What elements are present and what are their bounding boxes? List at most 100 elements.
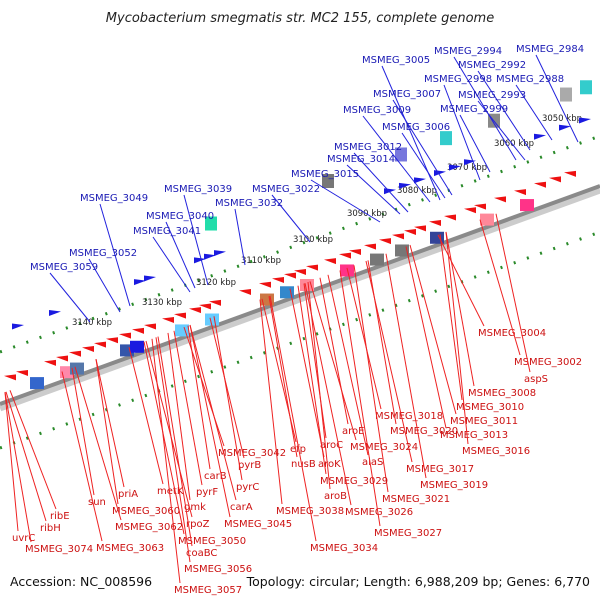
- gene-label-msmeg-2998[interactable]: MSMEG_2998: [424, 74, 492, 85]
- minus-strand-gene-arrow: [306, 264, 318, 271]
- gene-label-msmeg-2999[interactable]: MSMEG_2999: [440, 104, 508, 115]
- gene-label-msmeg-3041[interactable]: MSMEG_3041: [133, 226, 201, 237]
- minus-strand-gene-arrow: [82, 346, 94, 353]
- gene-label-msmeg-3040[interactable]: MSMEG_3040: [146, 211, 214, 222]
- minus-strand-gene-arrow: [132, 327, 144, 334]
- gene-label-msmeg-3018[interactable]: MSMEG_3018: [375, 411, 443, 422]
- gene-label-msmeg-3005[interactable]: MSMEG_3005: [362, 55, 430, 66]
- gene-label-carb[interactable]: carB: [204, 471, 227, 482]
- gene-label-msmeg-3007[interactable]: MSMEG_3007: [373, 89, 441, 100]
- leader-line: [445, 231, 469, 445]
- leader-line: [269, 295, 317, 542]
- minus-strand-gene-arrow: [16, 370, 28, 377]
- gene-label-coabc[interactable]: coaBC: [186, 548, 217, 559]
- gene-label-msmeg-3062[interactable]: MSMEG_3062: [115, 522, 183, 533]
- gene-label-msmeg-3074[interactable]: MSMEG_3074: [25, 544, 93, 555]
- gene-label-msmeg-3017[interactable]: MSMEG_3017: [406, 464, 474, 475]
- gene-label-msmeg-2984[interactable]: MSMEG_2984: [516, 44, 584, 55]
- gene-block: [130, 340, 144, 353]
- gene-features: [4, 80, 592, 390]
- gene-label-msmeg-3019[interactable]: MSMEG_3019: [420, 480, 488, 491]
- gene-label-msmeg-3045[interactable]: MSMEG_3045: [224, 519, 292, 530]
- gene-label-msmeg-3020[interactable]: MSMEG_3020: [390, 426, 458, 437]
- minus-strand-gene-arrow: [494, 196, 506, 203]
- gene-label-gmk[interactable]: gmk: [184, 502, 206, 513]
- gene-label-msmeg-3006[interactable]: MSMEG_3006: [382, 122, 450, 133]
- leader-line: [439, 234, 463, 401]
- gene-label-msmeg-3009[interactable]: MSMEG_3009: [343, 105, 411, 116]
- gene-label-nusb[interactable]: nusB: [291, 459, 316, 470]
- gene-label-msmeg-2993[interactable]: MSMEG_2993: [458, 90, 526, 101]
- gene-label-arok[interactable]: aroK: [318, 459, 341, 470]
- gene-label-msmeg-3027[interactable]: MSMEG_3027: [374, 528, 442, 539]
- gene-label-msmeg-3059[interactable]: MSMEG_3059: [30, 262, 98, 273]
- gene-label-msmeg-3004[interactable]: MSMEG_3004: [478, 328, 546, 339]
- leader-line: [453, 56, 517, 161]
- gene-label-metk[interactable]: metK: [157, 486, 184, 497]
- minus-strand-gene-arrow: [199, 303, 211, 310]
- gene-label-pyrc[interactable]: pyrC: [236, 482, 259, 493]
- leader-line: [152, 236, 191, 293]
- gene-label-msmeg-3063[interactable]: MSMEG_3063: [96, 543, 164, 554]
- leader-line: [234, 208, 246, 266]
- plus-strand-gene-arrow: [414, 177, 426, 184]
- gene-label-msmeg-3049[interactable]: MSMEG_3049: [80, 193, 148, 204]
- gene-label-msmeg-3024[interactable]: MSMEG_3024: [350, 442, 418, 453]
- gene-label-pyrb[interactable]: pyrB: [238, 460, 261, 471]
- gene-label-arob[interactable]: aroB: [324, 491, 347, 502]
- minus-strand-gene-arrow: [349, 249, 361, 256]
- plus-strand-gene-arrow: [194, 257, 206, 264]
- leader-line: [477, 100, 526, 161]
- gene-label-msmeg-3014[interactable]: MSMEG_3014: [327, 154, 395, 165]
- gene-label-msmeg-3034[interactable]: MSMEG_3034: [310, 543, 378, 554]
- gene-label-msmeg-2994[interactable]: MSMEG_2994: [434, 46, 502, 57]
- gene-label-ribe[interactable]: ribE: [50, 511, 70, 522]
- gene-label-msmeg-3002[interactable]: MSMEG_3002: [514, 357, 582, 368]
- gene-label-msmeg-3042[interactable]: MSMEG_3042: [218, 448, 286, 459]
- leader-line: [4, 392, 19, 532]
- gene-label-rpoz[interactable]: rpoZ: [186, 519, 210, 530]
- minus-strand-gene-arrow: [444, 214, 456, 221]
- gene-label-msmeg-3016[interactable]: MSMEG_3016: [462, 446, 530, 457]
- gene-label-msmeg-2992[interactable]: MSMEG_2992: [458, 60, 526, 71]
- minus-strand-gene-arrow: [174, 312, 186, 319]
- gene-label-msmeg-3039[interactable]: MSMEG_3039: [164, 184, 232, 195]
- minus-strand-gene-arrow: [4, 374, 16, 381]
- gene-label-msmeg-3052[interactable]: MSMEG_3052: [69, 248, 137, 259]
- minus-strand-gene-arrow: [209, 299, 221, 306]
- gene-label-msmeg-3015[interactable]: MSMEG_3015: [291, 169, 359, 180]
- leader-line: [259, 299, 283, 505]
- gene-label-cara[interactable]: carA: [230, 502, 253, 513]
- gene-label-msmeg-3056[interactable]: MSMEG_3056: [184, 564, 252, 575]
- gene-label-msmeg-3008[interactable]: MSMEG_3008: [468, 388, 536, 399]
- gene-label-aroc[interactable]: aroC: [320, 440, 343, 451]
- gene-label-msmeg-3021[interactable]: MSMEG_3021: [382, 494, 450, 505]
- gene-label-msmeg-3057[interactable]: MSMEG_3057: [174, 585, 242, 596]
- gene-label-pyrf[interactable]: pyrF: [196, 487, 218, 498]
- leader-line: [437, 234, 485, 327]
- gene-label-msmeg-3022[interactable]: MSMEG_3022: [252, 184, 320, 195]
- gene-label-asps[interactable]: aspS: [524, 374, 548, 385]
- gene-label-msmeg-3012[interactable]: MSMEG_3012: [334, 142, 402, 153]
- leader-line: [319, 277, 349, 425]
- leader-line: [381, 65, 441, 201]
- gene-label-msmeg-3010[interactable]: MSMEG_3010: [456, 402, 524, 413]
- gene-label-msmeg-2988[interactable]: MSMEG_2988: [496, 74, 564, 85]
- gene-label-msmeg-3032[interactable]: MSMEG_3032: [215, 198, 283, 209]
- gene-label-msmeg-3050[interactable]: MSMEG_3050: [178, 536, 246, 547]
- gene-label-alas[interactable]: alaS: [362, 457, 383, 468]
- minus-strand-gene-arrow: [392, 233, 404, 240]
- gene-label-msmeg-3013[interactable]: MSMEG_3013: [440, 430, 508, 441]
- leader-line: [155, 337, 191, 563]
- gene-label-ribh[interactable]: ribH: [40, 523, 61, 534]
- gene-label-msmeg-3011[interactable]: MSMEG_3011: [450, 416, 518, 427]
- gene-block: [340, 264, 354, 277]
- gene-label-msmeg-3029[interactable]: MSMEG_3029: [320, 476, 388, 487]
- gene-label-sun[interactable]: sun: [88, 497, 106, 508]
- gene-label-msmeg-3060[interactable]: MSMEG_3060: [112, 506, 180, 517]
- gene-label-uvrc[interactable]: uvrC: [12, 533, 35, 544]
- accession-text: Accession: NC_008596: [10, 574, 152, 589]
- gene-label-pria[interactable]: priA: [118, 489, 138, 500]
- gene-label-efp[interactable]: efp: [290, 444, 306, 455]
- gene-label-msmeg-3026[interactable]: MSMEG_3026: [345, 507, 413, 518]
